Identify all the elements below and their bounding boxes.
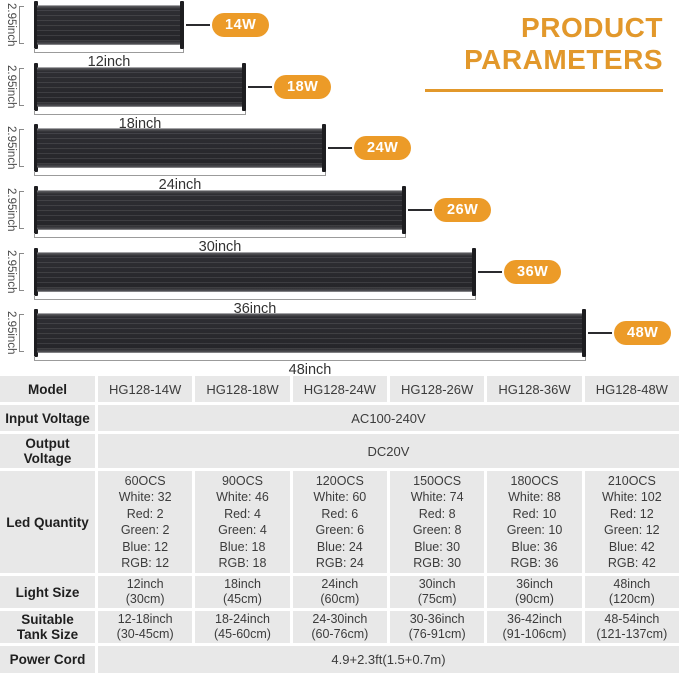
power-cord-value: 4.9+2.3ft(1.5+0.7m) bbox=[98, 646, 679, 673]
light-bar-body bbox=[37, 190, 403, 230]
length-dimension-bracket bbox=[34, 295, 476, 300]
height-dimension-bracket bbox=[19, 68, 24, 106]
parameters-table: Model HG128-14W HG128-18W HG128-24W HG12… bbox=[0, 376, 679, 673]
light-bar: 48inch bbox=[34, 309, 586, 378]
light-bar-body bbox=[37, 252, 473, 292]
page-title-line2: PARAMETERS bbox=[464, 44, 663, 75]
wattage-badge: 26W bbox=[434, 198, 492, 222]
wattage-badge: 36W bbox=[504, 260, 562, 284]
length-dimension-bracket bbox=[34, 356, 586, 361]
wattage-badge: 14W bbox=[212, 13, 270, 37]
input-voltage-value: AC100-240V bbox=[98, 405, 679, 431]
tank-size-value-2: 18-24inch (45-60cm) bbox=[195, 611, 290, 643]
row-label-light-size: Light Size bbox=[0, 576, 95, 608]
light-fixture-row-12inch: 2.95inch 12inch 14W bbox=[3, 1, 270, 70]
length-dimension-label: 12inch bbox=[87, 54, 131, 70]
tank-size-value-4: 30-36inch (76-91cm) bbox=[390, 611, 485, 643]
led-quantity-value-6: 210OCS White: 102 Red: 12 Green: 12 Blue… bbox=[584, 471, 679, 573]
tank-size-value-6: 48-54inch (121-137cm) bbox=[584, 611, 679, 643]
model-value-3: HG128-24W bbox=[292, 376, 387, 402]
light-size-value-2: 18inch (45cm) bbox=[195, 576, 290, 608]
light-bar: 12inch bbox=[34, 1, 184, 70]
light-size-value-3: 24inch (60cm) bbox=[292, 576, 387, 608]
height-dimension-bracket bbox=[19, 191, 24, 229]
power-cord-line bbox=[588, 332, 612, 334]
height-dimension-label: 2.95inch bbox=[5, 3, 17, 47]
height-dimension-bracket bbox=[19, 314, 24, 352]
light-fixture-row-18inch: 2.95inch 18inch 18W bbox=[3, 63, 332, 132]
page-title: PRODUCT PARAMETERS bbox=[425, 12, 663, 92]
light-fixture-row-30inch: 2.95inch 30inch 26W bbox=[3, 186, 492, 255]
output-voltage-value: DC20V bbox=[98, 434, 679, 468]
wattage-badge: 18W bbox=[274, 75, 332, 99]
tank-size-value-1: 12-18inch (30-45cm) bbox=[98, 611, 193, 643]
length-dimension-bracket bbox=[34, 48, 184, 53]
power-cord-line bbox=[478, 271, 502, 273]
power-cord-line bbox=[408, 209, 432, 211]
light-fixture-row-36inch: 2.95inch 36inch 36W bbox=[3, 248, 562, 317]
wattage-badge: 24W bbox=[354, 136, 412, 160]
height-dimension-label: 2.95inch bbox=[5, 311, 17, 355]
row-label-input-voltage: Input Voltage bbox=[0, 405, 95, 431]
height-dimension-bracket bbox=[19, 253, 24, 291]
led-quantity-value-5: 180OCS White: 88 Red: 10 Green: 10 Blue:… bbox=[487, 471, 582, 573]
model-value-6: HG128-48W bbox=[584, 376, 679, 402]
led-quantity-value-1: 60OCS White: 32 Red: 2 Green: 2 Blue: 12… bbox=[98, 471, 193, 573]
page-title-line1: PRODUCT bbox=[521, 12, 663, 43]
length-dimension-bracket bbox=[34, 171, 326, 176]
power-cord-line bbox=[186, 24, 210, 26]
length-dimension-label: 24inch bbox=[158, 177, 202, 193]
model-value-4: HG128-26W bbox=[390, 376, 485, 402]
light-bar: 24inch bbox=[34, 124, 326, 193]
length-dimension-bracket bbox=[34, 233, 406, 238]
led-quantity-value-4: 150OCS White: 74 Red: 8 Green: 8 Blue: 3… bbox=[390, 471, 485, 573]
model-value-2: HG128-18W bbox=[195, 376, 290, 402]
light-bar-body bbox=[37, 5, 181, 45]
height-dimension-label: 2.95inch bbox=[5, 188, 17, 232]
light-size-value-6: 48inch (120cm) bbox=[584, 576, 679, 608]
light-bar-body bbox=[37, 128, 323, 168]
light-bar-body bbox=[37, 67, 243, 107]
light-size-value-1: 12inch (30cm) bbox=[98, 576, 193, 608]
led-quantity-value-3: 120OCS White: 60 Red: 6 Green: 6 Blue: 2… bbox=[292, 471, 387, 573]
length-dimension-label: 48inch bbox=[288, 362, 332, 378]
height-dimension-bracket bbox=[19, 129, 24, 167]
light-bar: 30inch bbox=[34, 186, 406, 255]
height-dimension-label: 2.95inch bbox=[5, 65, 17, 109]
light-fixture-row-48inch: 2.95inch 48inch 48W bbox=[3, 309, 672, 378]
led-quantity-value-2: 90OCS White: 46 Red: 4 Green: 4 Blue: 18… bbox=[195, 471, 290, 573]
row-label-led-quantity: Led Quantity bbox=[0, 471, 95, 573]
height-dimension-label: 2.95inch bbox=[5, 250, 17, 294]
length-dimension-bracket bbox=[34, 110, 246, 115]
wattage-badge: 48W bbox=[614, 321, 672, 345]
light-size-value-5: 36inch (90cm) bbox=[487, 576, 582, 608]
light-bar: 36inch bbox=[34, 248, 476, 317]
length-dimension-label: 30inch bbox=[198, 239, 242, 255]
row-label-output-voltage: Output Voltage bbox=[0, 434, 95, 468]
row-label-power-cord: Power Cord bbox=[0, 646, 95, 673]
row-label-model: Model bbox=[0, 376, 95, 402]
light-fixture-row-24inch: 2.95inch 24inch 24W bbox=[3, 124, 412, 193]
height-dimension-label: 2.95inch bbox=[5, 126, 17, 170]
light-size-value-4: 30inch (75cm) bbox=[390, 576, 485, 608]
row-label-tank-size: Suitable Tank Size bbox=[0, 611, 95, 643]
title-underline bbox=[425, 89, 663, 92]
light-bar: 18inch bbox=[34, 63, 246, 132]
power-cord-line bbox=[248, 86, 272, 88]
tank-size-value-5: 36-42inch (91-106cm) bbox=[487, 611, 582, 643]
power-cord-line bbox=[328, 147, 352, 149]
model-value-1: HG128-14W bbox=[98, 376, 193, 402]
light-bar-body bbox=[37, 313, 583, 353]
height-dimension-bracket bbox=[19, 6, 24, 44]
tank-size-value-3: 24-30inch (60-76cm) bbox=[292, 611, 387, 643]
model-value-5: HG128-36W bbox=[487, 376, 582, 402]
